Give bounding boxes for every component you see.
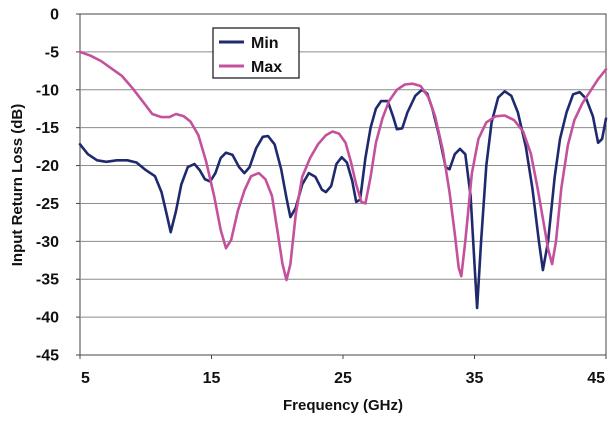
plot-area <box>79 13 607 356</box>
y-tick-labels: 0 -5 -10 -15 -20 -25 -30 -35 -40 -45 <box>36 7 80 365</box>
y-tick-label: -40 <box>36 310 59 327</box>
legend-label-max: Max <box>251 59 282 76</box>
legend: Min Max <box>212 27 300 79</box>
x-tick-label: 15 <box>203 370 221 387</box>
y-tick-label: 0 <box>50 7 59 24</box>
y-tick-label: -45 <box>36 348 59 365</box>
y-tick-label: -35 <box>36 272 59 289</box>
x-tick-labels: 5 15 25 35 45 <box>79 355 607 387</box>
y-tick-label: -20 <box>36 158 59 175</box>
series-lines <box>78 50 608 310</box>
gridlines <box>80 51 606 318</box>
x-tick-label: 35 <box>466 370 484 387</box>
series-line-min <box>78 88 608 310</box>
y-tick-label: -10 <box>36 82 59 99</box>
x-tick-label: 5 <box>81 370 90 387</box>
y-axis-title: Input Return Loss (dB) <box>9 104 26 266</box>
y-tick-label: -30 <box>36 234 59 251</box>
y-tick-label: -5 <box>45 44 59 61</box>
x-tick-label: 45 <box>587 370 605 387</box>
legend-label-min: Min <box>251 35 279 52</box>
x-axis-title: Frequency (GHz) <box>283 397 403 414</box>
y-tick-label: -25 <box>36 196 59 213</box>
series-line-max <box>78 50 608 282</box>
y-tick-label: -15 <box>36 120 59 137</box>
legend-box <box>212 27 300 79</box>
x-tick-label: 25 <box>334 370 352 387</box>
